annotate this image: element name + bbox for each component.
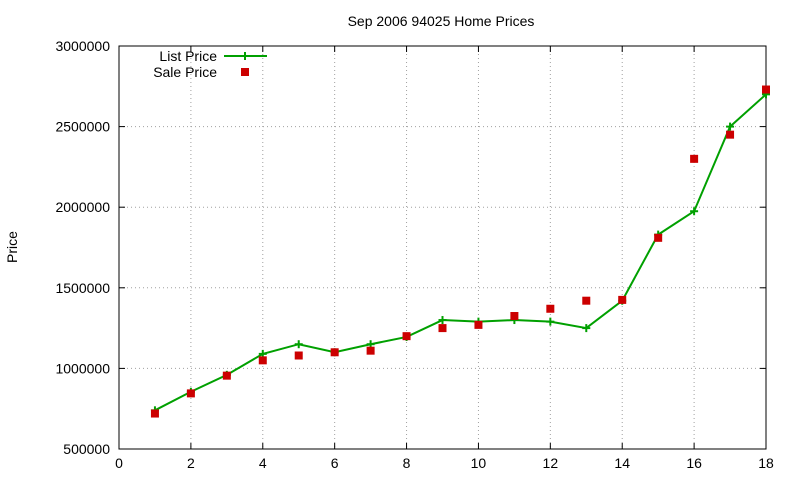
- y-tick-label: 2500000: [55, 119, 110, 135]
- list-price-point: [726, 122, 735, 131]
- sale-price-point: [690, 154, 699, 163]
- sale-price-point: [402, 332, 411, 341]
- legend-label: List Price: [159, 48, 217, 64]
- sale-price-point: [366, 346, 375, 355]
- sale-price-point: [582, 296, 591, 305]
- x-tick-label: 18: [758, 455, 774, 471]
- y-tick-label: 500000: [63, 441, 110, 457]
- sale-price-point: [474, 320, 483, 329]
- list-price-point: [690, 207, 699, 216]
- grid: [119, 46, 766, 449]
- sale-price-point: [150, 409, 159, 418]
- x-tick-label: 8: [403, 455, 411, 471]
- x-tick-label: 14: [614, 455, 630, 471]
- list-price-point: [546, 317, 555, 326]
- y-tick-label: 1000000: [55, 360, 110, 376]
- sale-price-point: [510, 312, 519, 321]
- x-tick-label: 16: [686, 455, 702, 471]
- chart-title: Sep 2006 94025 Home Prices: [348, 13, 535, 29]
- x-tick-label: 4: [259, 455, 267, 471]
- sale-price-point: [654, 233, 663, 242]
- y-axis-label: Price: [4, 231, 20, 263]
- sale-price-point: [222, 371, 231, 380]
- x-tick-label: 0: [115, 455, 123, 471]
- x-tick-label: 6: [331, 455, 339, 471]
- sale-price-point: [726, 130, 735, 139]
- x-tick-label: 10: [471, 455, 487, 471]
- x-tick-label: 2: [187, 455, 195, 471]
- y-tick-label: 3000000: [55, 38, 110, 54]
- legend-label: Sale Price: [153, 64, 217, 80]
- sale-price-point: [294, 351, 303, 360]
- legend-swatch-marker: [241, 68, 249, 76]
- list-price-point: [294, 340, 303, 349]
- sale-price-point: [438, 324, 447, 333]
- x-tick-label: 12: [543, 455, 559, 471]
- sale-price-point: [186, 389, 195, 398]
- series-line-list-price: [154, 93, 767, 412]
- data-marks: [150, 85, 770, 418]
- list-price-point: [582, 324, 591, 333]
- sale-price-point: [546, 304, 555, 313]
- y-tick-label: 1500000: [55, 280, 110, 296]
- list-price-point: [438, 316, 447, 325]
- sale-price-point: [618, 295, 627, 304]
- ticks: 0 2 4 6 8 10 12 14 16 18 500000 1000000 1500000 20000…: [55, 38, 774, 471]
- y-tick-label: 2000000: [55, 199, 110, 215]
- sale-price-point: [258, 356, 267, 365]
- sale-price-point: [330, 348, 339, 357]
- legend-swatch-marker: [241, 52, 249, 60]
- sale-price-point: [762, 85, 770, 94]
- plot-frame: [118, 45, 767, 450]
